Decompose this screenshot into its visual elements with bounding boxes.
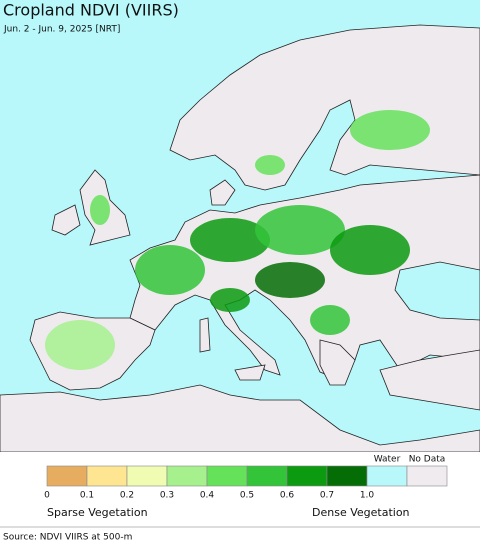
legend-tick-label: 0.1 — [80, 491, 94, 501]
legend-swatch — [166, 465, 208, 487]
legend-tick-label: 0.2 — [120, 491, 134, 501]
legend-swatch-water — [366, 465, 408, 487]
legend-tick-label: 0.5 — [240, 491, 254, 501]
sicily — [234, 364, 266, 381]
legend-sparse-label: Sparse Vegetation — [47, 506, 148, 519]
legend-swatch — [46, 465, 88, 487]
legend-swatch — [126, 465, 168, 487]
legend-dense-label: Dense Vegetation — [312, 506, 410, 519]
legend-water-label: Water — [374, 455, 401, 465]
legend-tick-label: 0.4 — [200, 491, 215, 501]
legend-tick-label: 0.3 — [160, 491, 174, 501]
vegetation — [255, 262, 325, 298]
vegetation — [190, 218, 270, 262]
black-sea — [394, 261, 480, 321]
legend-tick-label: 0.7 — [320, 491, 334, 501]
north-africa — [0, 384, 480, 453]
vegetation — [330, 225, 410, 275]
vegetation — [255, 205, 345, 255]
turkey — [379, 349, 480, 411]
map — [0, 0, 480, 453]
vegetation — [210, 288, 250, 312]
greece — [319, 339, 356, 386]
vegetation — [45, 320, 115, 370]
subtitle: Jun. 2 - Jun. 9, 2025 [NRT] — [3, 25, 120, 35]
legend-tick-label: 0.6 — [280, 491, 295, 501]
legend-swatch — [326, 465, 368, 487]
legend-swatch — [286, 465, 328, 487]
vegetation — [310, 305, 350, 335]
legend-swatch-no-data — [406, 465, 448, 487]
legend: Water No Data 0 0.1 0.2 0.3 0.4 0.5 0.6 0.7 1.0 Spa… — [44, 455, 448, 519]
legend-tick-label: 0 — [44, 491, 50, 501]
title: Cropland NDVI (VIIRS) — [3, 1, 179, 20]
vegetation — [255, 155, 285, 175]
legend-swatch — [206, 465, 248, 487]
vegetation — [90, 195, 110, 225]
denmark — [209, 179, 236, 206]
sardinia — [199, 317, 211, 353]
source: Source: NDVI VIIRS at 500-m — [3, 533, 132, 543]
legend-no-data-label: No Data — [409, 455, 446, 465]
ireland — [51, 204, 81, 236]
vegetation — [350, 110, 430, 150]
legend-swatch — [246, 465, 288, 487]
vegetation — [135, 245, 205, 295]
legend-tick-label: 1.0 — [360, 491, 375, 501]
legend-swatch — [86, 465, 128, 487]
